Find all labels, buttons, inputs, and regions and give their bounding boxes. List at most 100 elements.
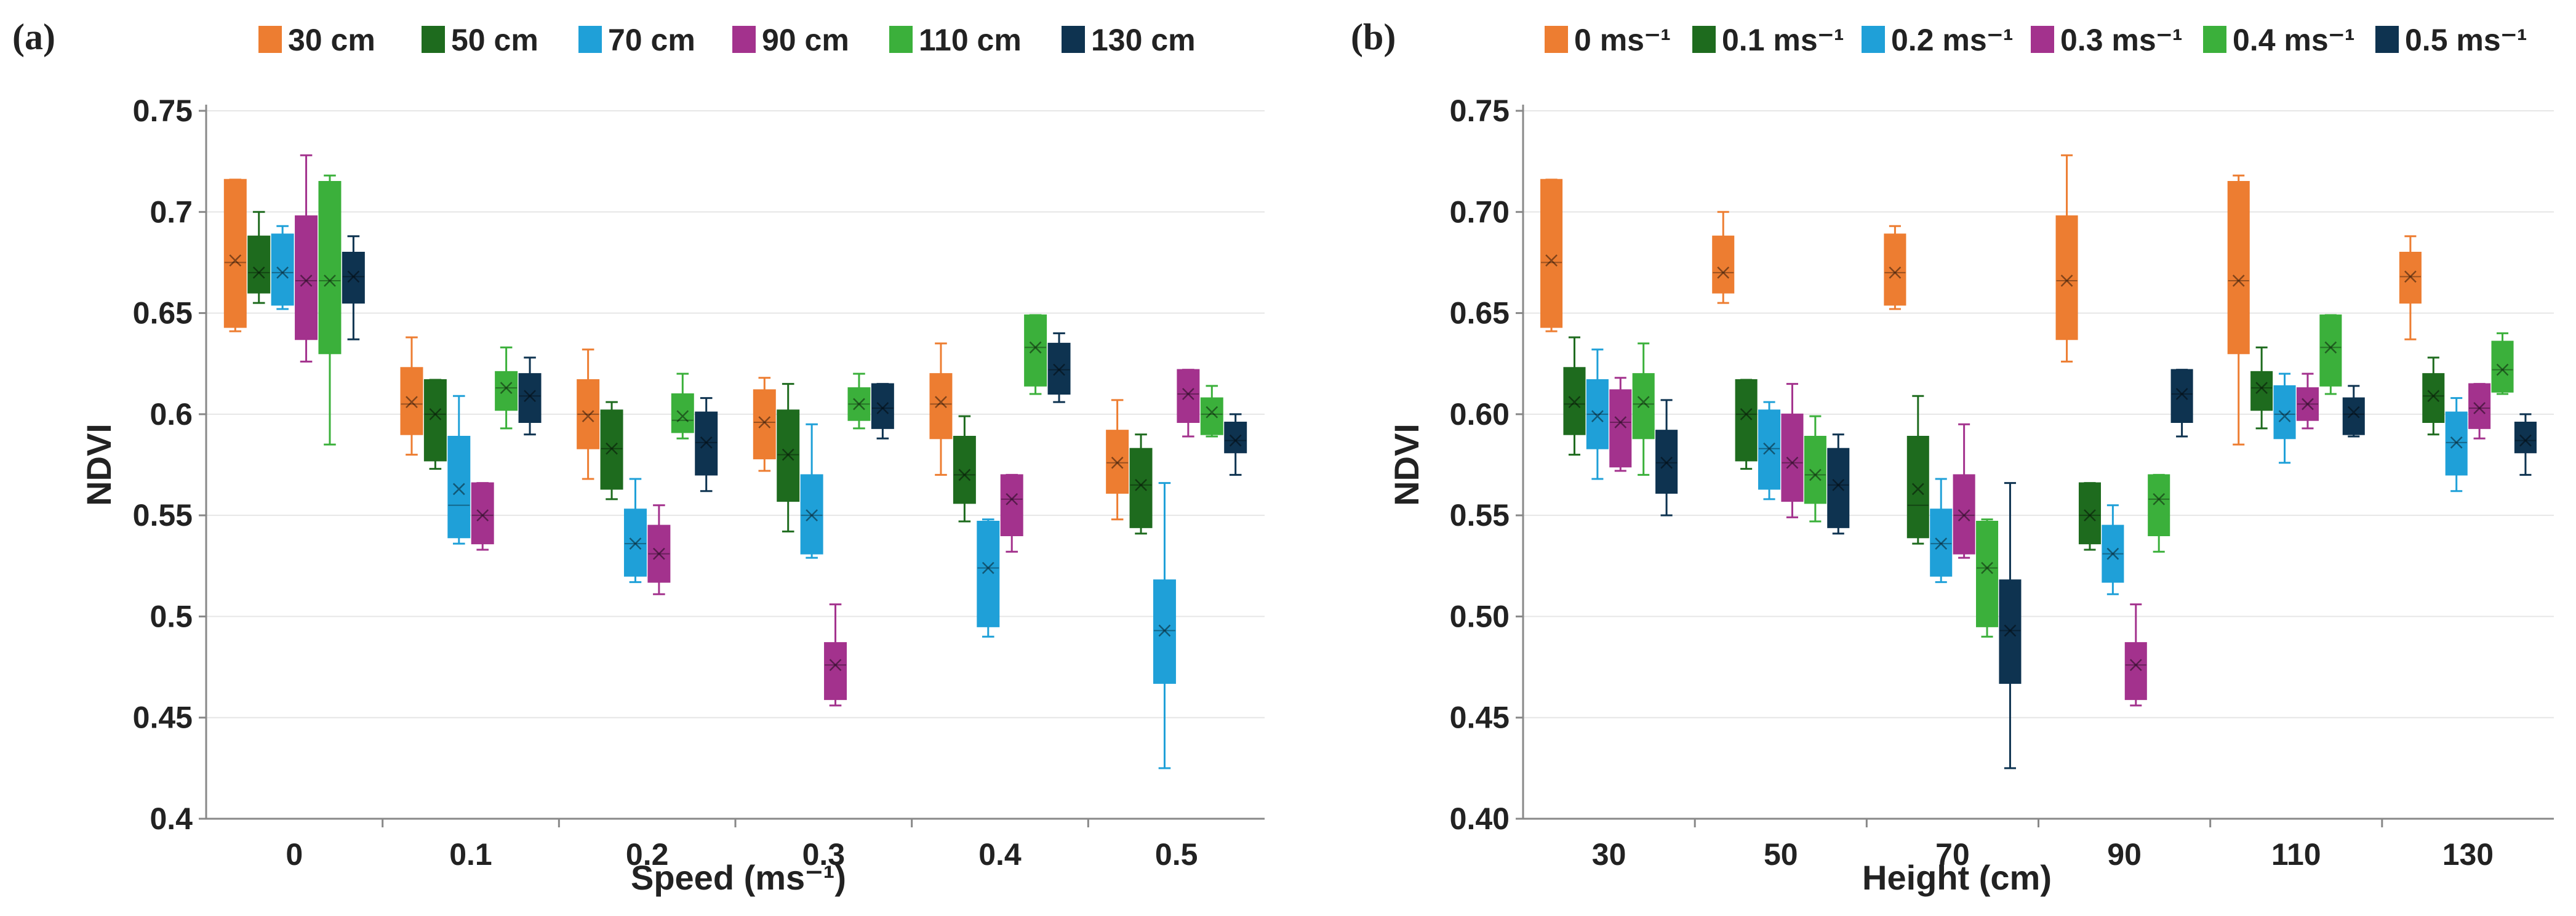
- panel-b-box-body: [2055, 215, 2078, 340]
- panel-b-box: [1884, 225, 1906, 310]
- panel-b-legend-label: 0.2 ms⁻¹: [1891, 23, 2014, 57]
- panel-a-box-body: [295, 215, 318, 340]
- panel-a-box-body: [871, 383, 894, 429]
- panel-b-box: [1804, 415, 1826, 523]
- panel-b-mean-marker: [2427, 390, 2440, 403]
- panel-a-mean-marker: [1229, 434, 1242, 447]
- panel-b-x-tick-label: 110: [2271, 837, 2321, 872]
- panel-a-box-body: [953, 436, 976, 504]
- panel-a-mean-marker: [1206, 406, 1218, 419]
- panel-a-box: [623, 478, 647, 584]
- panel-b-legend-item: 0.2 ms⁻¹: [1862, 23, 2014, 57]
- panel-a-mean-marker: [876, 402, 889, 414]
- panel-a-box: [695, 397, 718, 492]
- panel-b-box: [2124, 603, 2147, 707]
- panel-a-y-tick-label: 0.75: [133, 94, 193, 128]
- panel-a-legend-item: 70 cm: [578, 23, 695, 57]
- panel-b-mean-marker: [2347, 406, 2360, 419]
- panel-a-box: [977, 518, 1000, 638]
- panel-a-box-body: [318, 181, 342, 355]
- panel-b-box: [1906, 395, 1929, 545]
- panel-b-mean-marker: [2302, 398, 2314, 411]
- panel-a-box-body: [1224, 422, 1247, 454]
- panel-a-box: [1047, 332, 1071, 403]
- panel-a-box-body: [1000, 474, 1023, 537]
- panel-b-mean-marker: [2084, 509, 2096, 522]
- panel-b-y-tick-label: 0.45: [1450, 701, 1510, 735]
- panel-b-legend-label: 0.4 ms⁻¹: [2233, 23, 2355, 57]
- panel-b-box: [1655, 399, 1678, 516]
- panel-b-mean-marker: [2060, 275, 2073, 287]
- panel-a-box-body: [847, 387, 871, 421]
- panel-a-mean-marker: [524, 390, 536, 403]
- panel-a-box-body: [824, 642, 847, 701]
- panel-a-box-body: [342, 252, 365, 304]
- panel-a-mean-marker: [1006, 492, 1018, 505]
- panel-b-box: [2250, 346, 2273, 430]
- panel-a-mean-marker: [606, 442, 618, 455]
- panel-a-mean-marker: [476, 509, 489, 522]
- panel-b-mean-marker: [2255, 382, 2268, 395]
- panel-b-label: (b): [1351, 17, 1396, 57]
- panel-b-x-axis-label: Height (cm): [1862, 858, 2052, 897]
- panel-a-box: [1177, 369, 1200, 438]
- panel-b-mean-marker: [2324, 341, 2337, 354]
- panel-b-mean-marker: [1889, 266, 1902, 279]
- panel-b-box-body: [2078, 482, 2101, 545]
- panel-b-box: [1930, 478, 1953, 584]
- panel-a-mean-marker: [958, 468, 971, 481]
- panel-a-mean-marker: [1135, 478, 1147, 491]
- panel-b-legend-swatch: [1862, 26, 1885, 53]
- panel-b-mean-marker: [1935, 537, 1948, 550]
- panel-b-y-tick-label: 0.75: [1450, 94, 1510, 128]
- panel-b-box-body: [1563, 367, 1586, 435]
- panel-a-box: [1153, 482, 1176, 769]
- panel-b-box: [2055, 154, 2078, 363]
- panel-a-box-body: [600, 409, 623, 490]
- panel-b-box: [2148, 473, 2170, 553]
- panel-a-legend-label: 130 cm: [1091, 23, 1196, 57]
- panel-b-box-body: [1655, 430, 1678, 494]
- panel-a-box: [342, 235, 365, 340]
- panel-b-y-tick-label: 0.55: [1450, 498, 1510, 532]
- panel-a-box-body: [447, 436, 471, 539]
- panel-b-box-body: [1827, 448, 1850, 528]
- panel-b-y-axis-label: NDVI: [1387, 424, 1426, 506]
- panel-a-box-body: [223, 179, 247, 328]
- panel-b-box-body: [2170, 369, 2193, 423]
- panel-b-mean-marker: [1660, 456, 1673, 469]
- panel-b-box-body: [2342, 397, 2365, 435]
- panel-a-box: [1129, 433, 1153, 535]
- panel-b-box-body: [2491, 340, 2514, 393]
- panel-b-box: [1781, 383, 1804, 518]
- panel-b-legend-label: 0.1 ms⁻¹: [1722, 23, 1844, 57]
- panel-a-mean-marker: [935, 396, 947, 409]
- panel-b-box-body: [1781, 413, 1804, 502]
- panel-b-box-body: [1804, 436, 1826, 504]
- panel-a-box-body: [271, 233, 294, 306]
- panel-b-mean-marker: [1740, 408, 1753, 420]
- panel-a-mean-marker: [452, 483, 465, 496]
- panel-b-box-body: [2227, 181, 2250, 355]
- panel-b-box-body: [2445, 411, 2468, 476]
- panel-b-mean-marker: [2450, 436, 2463, 449]
- panel-b-mean-marker: [2232, 275, 2245, 287]
- panel-b: (b) 0 ms⁻¹ 0.1 ms⁻¹ 0.2 ms⁻¹ 0.3 ms⁻¹ 0.4 ms…: [1351, 17, 2554, 897]
- panel-b-box: [1758, 401, 1781, 500]
- panel-a-box-body: [400, 367, 423, 435]
- panel-a-box: [1224, 413, 1247, 476]
- panel-b-mean-marker: [2106, 547, 2119, 560]
- panel-a-y-tick-label: 0.4: [150, 802, 193, 836]
- panel-a-mean-marker: [1111, 456, 1124, 469]
- panel-a-legend-swatch: [889, 26, 913, 53]
- panel-b-box-body: [2273, 385, 2296, 440]
- panel-a-mean-marker: [676, 410, 689, 423]
- panel-b-box: [1563, 336, 1586, 456]
- panel-b-legend-item: 0.4 ms⁻¹: [2203, 23, 2355, 57]
- panel-b-x-tick-label: 30: [1592, 837, 1626, 872]
- panel-a-box: [423, 379, 447, 470]
- panel-a-legend-swatch: [1062, 26, 1085, 53]
- panel-b-box: [2422, 356, 2445, 436]
